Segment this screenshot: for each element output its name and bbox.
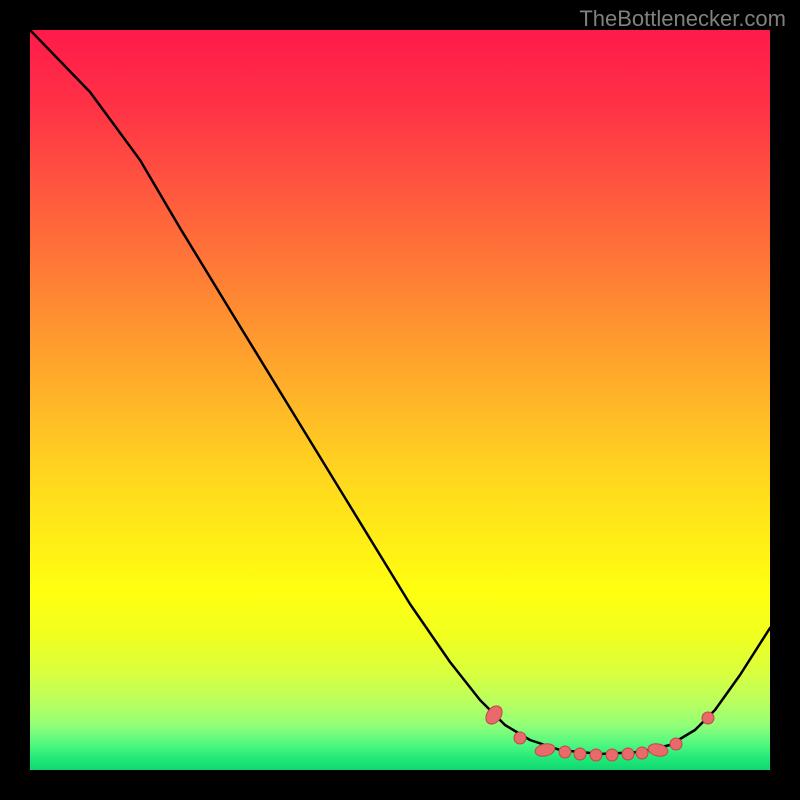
marker-dot (670, 738, 682, 750)
marker-dot (702, 712, 714, 724)
plot-background (30, 30, 770, 770)
outer-frame: TheBottlenecker.com (0, 0, 800, 800)
watermark-text: TheBottlenecker.com (579, 6, 786, 32)
marker-dot (622, 748, 634, 760)
marker-dot (590, 749, 602, 761)
marker-dot (606, 749, 618, 761)
marker-dot (514, 732, 526, 744)
plot-svg (0, 0, 800, 800)
marker-dot (636, 747, 648, 759)
marker-dot (574, 748, 586, 760)
marker-dot (559, 746, 571, 758)
